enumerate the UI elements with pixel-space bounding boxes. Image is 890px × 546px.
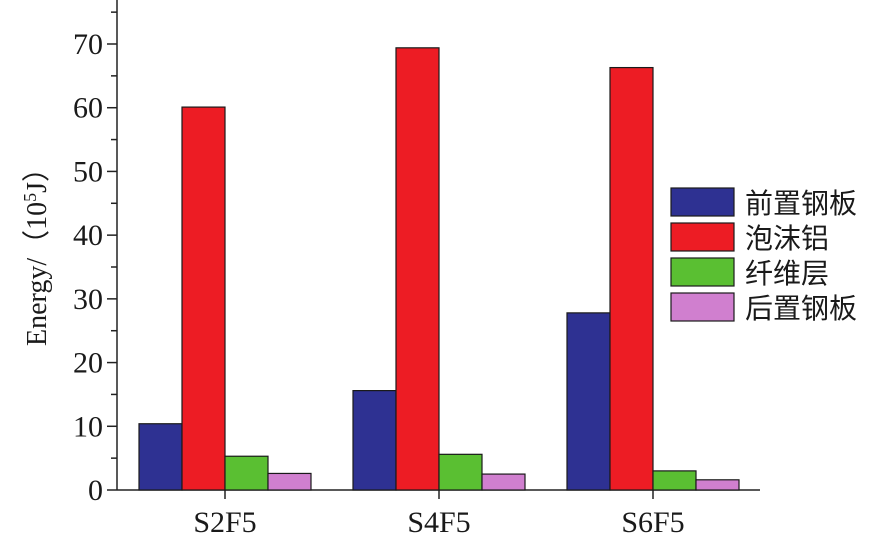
- y-tick-label: 10: [73, 410, 103, 443]
- y-tick-label: 0: [88, 474, 103, 507]
- x-axis: S2F5 S4F5 S6F5: [117, 489, 760, 539]
- bar: [224, 455, 269, 491]
- bar: [438, 453, 483, 491]
- y-axis: 0 10 20 30 40 50 60 70: [73, 0, 118, 507]
- bar: [181, 106, 226, 491]
- svg-text:Energy/（105J）: Energy/（105J）: [20, 154, 53, 346]
- bar: [352, 390, 397, 491]
- bar: [138, 423, 183, 491]
- y-axis-title-superscript: 5: [20, 193, 40, 202]
- bar: [695, 479, 740, 491]
- legend-swatch: [670, 257, 735, 287]
- y-tick-label: 40: [73, 219, 103, 252]
- y-axis-title-suffix: J）: [21, 154, 53, 193]
- bar: [566, 312, 611, 491]
- y-axis-title-prefix: Energy/（10: [21, 202, 53, 346]
- y-tick-label: 60: [73, 92, 103, 125]
- y-tick-label: 50: [73, 155, 103, 188]
- x-tick-label: S4F5: [407, 506, 470, 539]
- legend-swatch: [670, 292, 735, 322]
- bars: [138, 47, 740, 491]
- legend-label: 后置钢板: [745, 292, 857, 325]
- bar: [395, 47, 440, 491]
- bar: [267, 472, 312, 491]
- legend-swatch: [670, 222, 735, 252]
- bar: [481, 473, 526, 491]
- y-axis-title: Energy/（105J）: [20, 154, 53, 346]
- bar: [652, 470, 697, 491]
- legend-label: 纤维层: [745, 257, 829, 290]
- legend-swatch: [670, 187, 735, 217]
- y-tick-label: 30: [73, 283, 103, 316]
- x-tick-label: S2F5: [193, 506, 256, 539]
- legend-label: 泡沫铝: [745, 222, 829, 255]
- x-tick-label: S6F5: [621, 506, 684, 539]
- y-tick-label: 20: [73, 347, 103, 380]
- y-tick-label: 70: [73, 28, 103, 61]
- legend-label: 前置钢板: [745, 187, 857, 220]
- bar: [609, 66, 654, 491]
